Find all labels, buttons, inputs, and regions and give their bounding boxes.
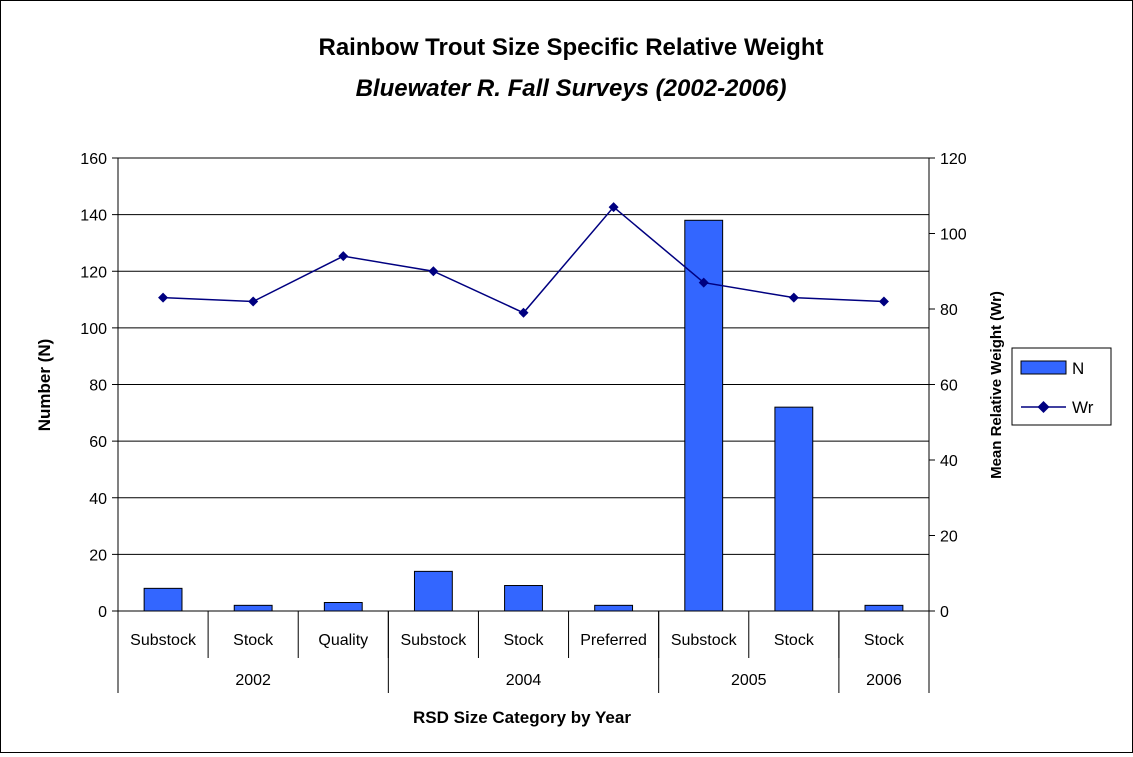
category-label-0: Substock [130, 632, 197, 649]
y2-tick-label-4: 80 [940, 302, 958, 319]
y-tick-label-0: 0 [98, 604, 107, 621]
legend-label-n: N [1072, 359, 1084, 378]
x-axis-title: RSD Size Category by Year [413, 708, 631, 727]
y-tick-label-8: 160 [80, 151, 107, 168]
category-label-3: Substock [400, 632, 467, 649]
y-tick-label-5: 100 [80, 321, 107, 338]
y2-tick-label-3: 60 [940, 378, 958, 395]
group-label-0: 2002 [235, 672, 271, 689]
plot-area: 0 20 40 60 80 100 120 140 160 0 20 40 60 80 100 120 Subs… [80, 151, 967, 693]
y-tick-label-2: 40 [89, 491, 107, 508]
y-axis-title: Number (N) [35, 339, 54, 432]
y2-tick-label-0: 0 [940, 604, 949, 621]
y-tick-label-1: 20 [89, 547, 107, 564]
y2-tick-label-6: 120 [940, 151, 967, 168]
bar-n-5 [594, 604, 634, 612]
legend: N Wr [1011, 347, 1112, 426]
y2-axis-title: Mean Relative Weight (Wr) [988, 291, 1005, 479]
bar-n-7 [774, 406, 814, 612]
bar-n-0 [143, 587, 183, 612]
bar-n-8 [864, 604, 904, 612]
category-label-1: Stock [233, 632, 274, 649]
marker-wr-5 [608, 202, 619, 213]
legend-marker-wr [1037, 401, 1050, 413]
chart-title: Rainbow Trout Size Specific Relative Wei… [319, 34, 824, 61]
y-tick-label-7: 140 [80, 208, 107, 225]
group-label-1: 2004 [506, 672, 542, 689]
y-tick-label-6: 120 [80, 264, 107, 281]
group-label-3: 2006 [866, 672, 902, 689]
y2-tick-label-5: 100 [940, 227, 967, 244]
marker-wr-0 [158, 292, 169, 303]
category-label-8: Stock [864, 632, 905, 649]
y-tick-label-4: 80 [89, 378, 107, 395]
line-wr [163, 206, 884, 314]
y2-tick-label-1: 20 [940, 529, 958, 546]
marker-wr-8 [878, 296, 889, 307]
y-tick-label-3: 60 [89, 434, 107, 451]
category-label-2: Quality [318, 632, 368, 649]
y2-tick-label-2: 40 [940, 453, 958, 470]
bar-n-4 [504, 585, 543, 612]
chart-subtitle: Bluewater R. Fall Surveys (2002-2006) [356, 75, 787, 102]
marker-wr-3 [428, 266, 439, 277]
marker-wr-2 [338, 251, 349, 262]
marker-wr-7 [788, 292, 799, 303]
legend-label-wr: Wr [1072, 398, 1094, 417]
legend-box [1011, 347, 1112, 426]
category-label-5: Preferred [580, 632, 647, 649]
bar-n-1 [233, 604, 273, 612]
category-label-4: Stock [503, 632, 544, 649]
category-label-6: Substock [671, 632, 738, 649]
marker-wr-1 [248, 296, 259, 307]
marker-wr-4 [518, 307, 529, 318]
group-label-2: 2005 [731, 672, 767, 689]
legend-swatch-n [1020, 360, 1067, 375]
marker-wr-6 [698, 277, 709, 288]
category-label-7: Stock [774, 632, 815, 649]
bar-n-3 [413, 570, 453, 612]
bar-n-2 [323, 602, 363, 612]
